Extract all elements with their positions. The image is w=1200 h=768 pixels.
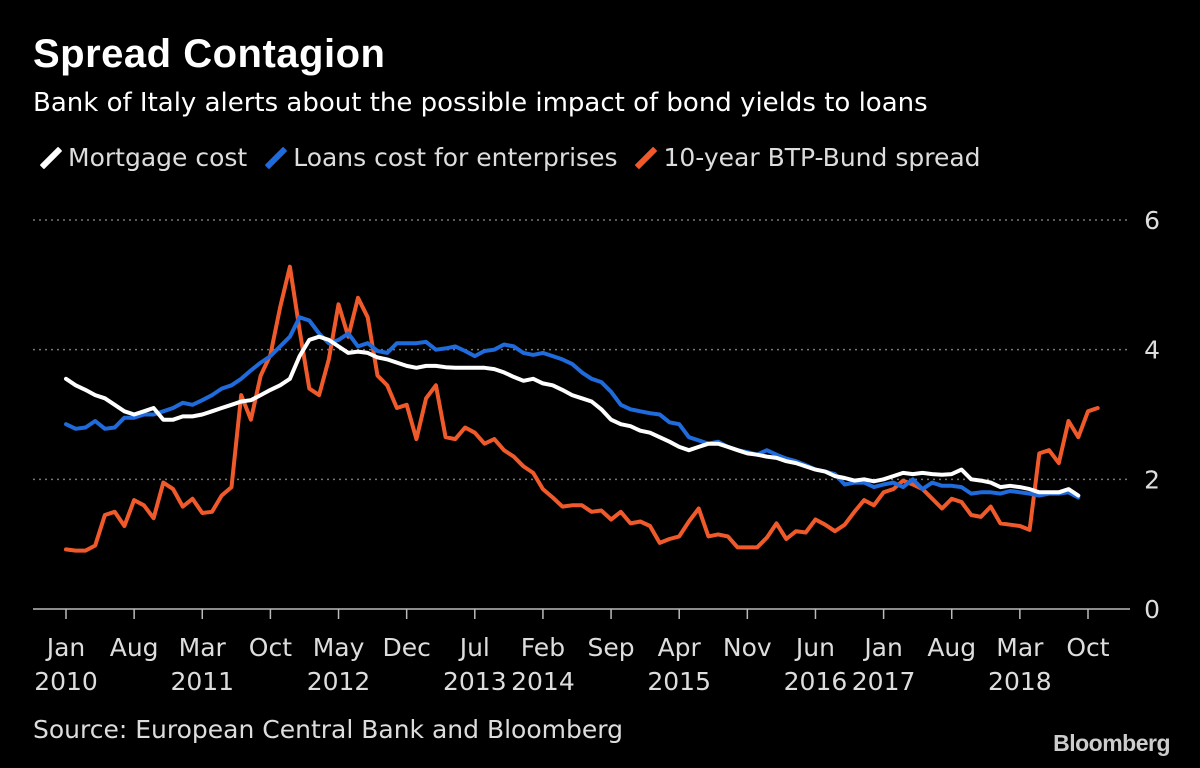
chart-title: Spread Contagion xyxy=(33,32,386,76)
x-tick-year-label: 2014 xyxy=(511,667,575,696)
chart-subtitle: Bank of Italy alerts about the possible … xyxy=(33,88,928,118)
x-tick-label: Jan xyxy=(862,633,903,662)
x-tick-label: Jul xyxy=(458,633,490,662)
y-tick-label: 2 xyxy=(1144,465,1160,494)
y-tick-label: 6 xyxy=(1144,206,1160,235)
y-tick-label: 0 xyxy=(1144,595,1160,624)
legend-label-loans: Loans cost for enterprises xyxy=(293,143,618,172)
x-tick-label: Jun xyxy=(794,633,835,662)
legend-item-spread: 10-year BTP-Bund spread xyxy=(635,143,981,172)
x-tick-label: Oct xyxy=(1066,633,1109,662)
x-tick-label: Apr xyxy=(658,633,702,662)
legend-label-mortgage: Mortgage cost xyxy=(68,143,248,172)
legend-label-spread: 10-year BTP-Bund spread xyxy=(663,143,981,172)
x-tick-label: May xyxy=(313,633,365,662)
x-tick-label: Nov xyxy=(723,633,772,662)
x-tick-year-label: 2017 xyxy=(852,667,916,696)
x-tick-year-label: 2018 xyxy=(988,667,1052,696)
x-tick-label: Dec xyxy=(382,633,430,662)
bloomberg-logo: Bloomberg xyxy=(1053,730,1170,756)
legend: Mortgage cost Loans cost for enterprises… xyxy=(39,143,1007,172)
legend-item-loans: Loans cost for enterprises xyxy=(264,143,618,172)
x-tick-label: Mar xyxy=(996,633,1044,662)
series-line-loans xyxy=(64,315,1081,500)
x-tick-year-label: 2016 xyxy=(784,667,848,696)
source-note: Source: European Central Bank and Bloomb… xyxy=(33,715,623,744)
x-tick-year-label: 2013 xyxy=(443,667,507,696)
x-tick-year-label: 2010 xyxy=(34,667,98,696)
series-line-mortgage xyxy=(64,334,1081,498)
x-tick-label: Feb xyxy=(521,633,565,662)
legend-item-mortgage: Mortgage cost xyxy=(39,143,248,172)
y-tick-label: 4 xyxy=(1144,336,1160,365)
series-line-spread xyxy=(64,264,1100,553)
x-tick-label: Aug xyxy=(110,633,159,662)
x-tick-label: Sep xyxy=(588,633,635,662)
x-tick-label: Aug xyxy=(927,633,976,662)
x-tick-year-label: 2015 xyxy=(647,667,711,696)
x-tick-label: Jan xyxy=(45,633,86,662)
x-tick-label: Oct xyxy=(249,633,292,662)
x-tick-year-label: 2012 xyxy=(307,667,371,696)
x-tick-label: Mar xyxy=(179,633,227,662)
x-tick-year-label: 2011 xyxy=(170,667,234,696)
